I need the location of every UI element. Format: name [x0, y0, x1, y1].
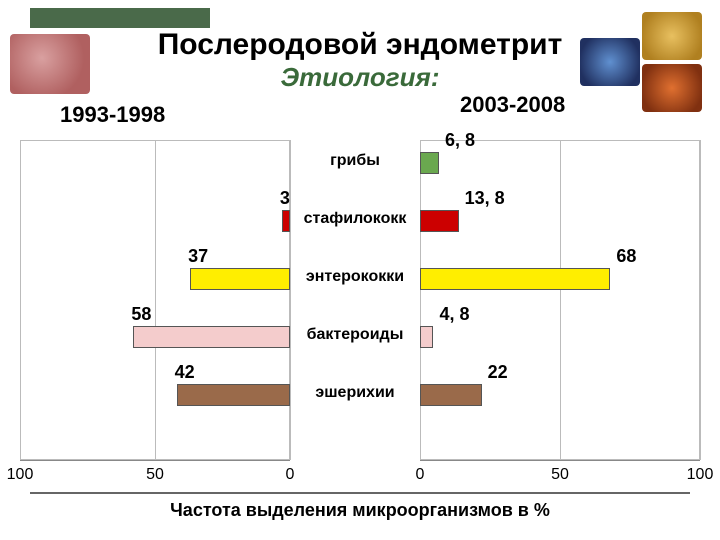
gridline — [290, 140, 291, 460]
bar-left — [177, 384, 290, 406]
value-label-left: 37 — [188, 246, 208, 267]
bar-left — [282, 210, 290, 232]
bar-right — [420, 384, 482, 406]
footer-label: Частота выделения микроорганизмов в % — [0, 500, 720, 521]
category-label: стафилококк — [295, 210, 415, 228]
chart-right: 0501006, 813, 8684, 822 — [420, 140, 700, 460]
period-right-label: 2003-2008 — [460, 92, 565, 118]
value-label-left: 58 — [131, 304, 151, 325]
bar-right — [420, 152, 439, 174]
chart-left: 0501003375842 — [20, 140, 290, 460]
page-subtitle: Этиология: — [0, 62, 720, 93]
tick-label: 50 — [551, 466, 569, 484]
value-label-left: 3 — [280, 188, 290, 209]
category-label: энтерококки — [295, 268, 415, 286]
tick-label: 100 — [7, 466, 34, 484]
footer-rule — [30, 492, 690, 494]
slide: Послеродовой эндометрит Этиология: 1993-… — [0, 0, 720, 540]
bar-right — [420, 326, 433, 348]
value-label-right: 68 — [616, 246, 636, 267]
gridline — [560, 140, 561, 460]
category-label: бактероиды — [295, 326, 415, 344]
bar-right — [420, 268, 610, 290]
bar-left — [190, 268, 290, 290]
category-label: грибы — [295, 152, 415, 170]
category-label: эшерихии — [295, 384, 415, 402]
bar-right — [420, 210, 459, 232]
page-title: Послеродовой эндометрит — [0, 28, 720, 62]
bar-left — [133, 326, 290, 348]
gridline — [420, 140, 421, 460]
tick-label: 50 — [146, 466, 164, 484]
value-label-right: 4, 8 — [439, 304, 469, 325]
tick-label: 0 — [416, 466, 425, 484]
period-left-label: 1993-1998 — [60, 102, 165, 128]
tick-label: 0 — [286, 466, 295, 484]
gridline — [20, 140, 21, 460]
tick-label: 100 — [687, 466, 714, 484]
top-bar — [30, 8, 210, 28]
value-label-right: 6, 8 — [445, 130, 475, 151]
gridline — [700, 140, 701, 460]
gridline — [155, 140, 156, 460]
value-label-right: 22 — [488, 362, 508, 383]
value-label-left: 42 — [175, 362, 195, 383]
value-label-right: 13, 8 — [465, 188, 505, 209]
